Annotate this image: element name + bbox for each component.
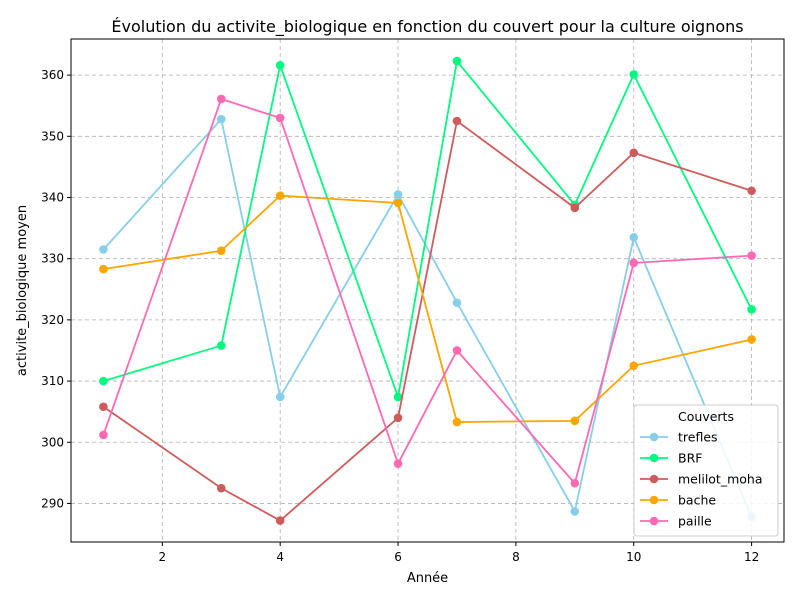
data-point: [216, 341, 226, 350]
legend-title: Couverts: [678, 409, 734, 424]
legend-marker: [649, 495, 659, 505]
data-point: [570, 203, 580, 213]
legend-item: paille: [640, 514, 712, 529]
data-point: [452, 298, 462, 308]
data-point: [393, 198, 403, 208]
x-tick-label: 6: [394, 550, 402, 564]
y-tick-label: 340: [41, 190, 64, 204]
data-point: [747, 335, 756, 344]
legend-marker: [649, 453, 659, 463]
data-point: [629, 148, 639, 158]
data-point: [393, 413, 403, 423]
data-point: [275, 113, 285, 123]
x-axis-title: Année: [407, 571, 448, 586]
data-point: [99, 430, 108, 440]
series-line: [103, 60, 753, 398]
y-axis: 290 300 310 320 330 340 350 360: [41, 68, 71, 510]
legend-label: trefles: [678, 430, 718, 445]
legend-item: BRF: [640, 451, 702, 466]
data-point: [452, 417, 462, 427]
data-point: [629, 232, 639, 242]
series-line: [102, 98, 752, 485]
data-point: [216, 246, 226, 256]
legend-item: melilot_moha: [640, 472, 763, 487]
data-point: [216, 483, 226, 493]
series-group: [99, 56, 756, 525]
data-point: [570, 478, 580, 488]
x-tick-label: 8: [512, 550, 520, 564]
data-point: [570, 507, 580, 516]
legend-label: BRF: [678, 451, 702, 466]
y-tick-label: 310: [41, 374, 64, 388]
x-tick-label: 10: [626, 550, 641, 564]
data-point: [216, 114, 226, 124]
x-tick-label: 12: [744, 550, 759, 564]
data-point: [452, 56, 462, 66]
data-point: [629, 361, 639, 371]
data-point: [99, 376, 108, 386]
data-point: [629, 258, 639, 268]
series-melilot_moha: [99, 116, 756, 525]
data-point: [747, 251, 756, 260]
data-point: [393, 392, 403, 402]
x-axis: 2 4 6 8 10 12: [159, 542, 759, 564]
data-point: [452, 116, 462, 126]
data-point: [452, 346, 462, 355]
data-point: [275, 191, 285, 200]
legend-item: trefles: [640, 430, 718, 445]
chart-title: Évolution du activite_biologique en fonc…: [111, 17, 743, 37]
legend-label: bache: [678, 493, 716, 508]
x-tick-label: 2: [159, 550, 167, 564]
plot-frame: [70, 38, 785, 543]
y-tick-label: 350: [41, 129, 64, 143]
legend-marker: [649, 432, 659, 442]
data-point: [99, 402, 108, 412]
y-tick-label: 330: [41, 252, 64, 266]
series-line: [102, 120, 752, 522]
legend-box: [633, 404, 779, 537]
data-point: [629, 70, 639, 79]
data-point: [747, 305, 756, 314]
y-axis-title: activite_biologique moyen: [15, 205, 30, 376]
y-tick-label: 360: [41, 68, 64, 82]
legend-item: bache: [640, 493, 716, 508]
data-point: [275, 516, 285, 525]
series-BRF: [99, 56, 756, 402]
legend-label: paille: [678, 514, 712, 529]
series-trefles: [99, 114, 756, 522]
data-point: [393, 190, 403, 199]
data-point: [275, 392, 285, 402]
data-point: [99, 264, 108, 274]
y-tick-label: 320: [41, 313, 64, 327]
legend-marker: [649, 474, 659, 484]
data-point: [747, 186, 756, 196]
legend-label: melilot_moha: [678, 472, 763, 487]
series-bache: [99, 191, 756, 427]
data-point: [570, 416, 580, 426]
y-tick-label: 300: [41, 435, 64, 449]
data-point: [216, 94, 226, 104]
series-line: [103, 194, 752, 423]
data-point: [275, 61, 285, 70]
y-tick-label: 290: [41, 496, 64, 510]
legend-marker: [649, 516, 659, 526]
series-paille: [99, 94, 756, 488]
series-line: [102, 118, 753, 518]
data-point: [99, 245, 108, 254]
data-point: [393, 459, 403, 468]
x-tick-label: 4: [276, 550, 284, 564]
